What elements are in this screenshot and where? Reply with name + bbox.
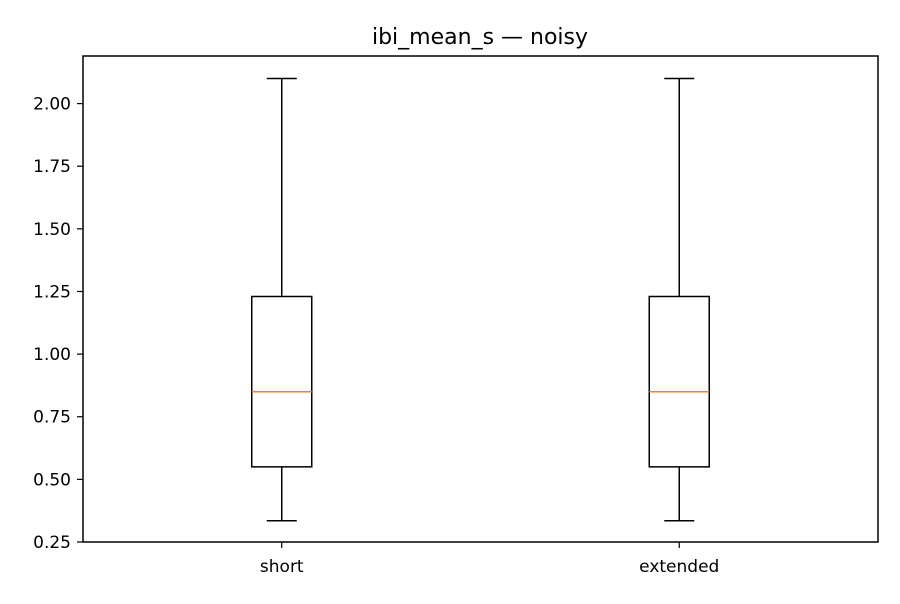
y-tick-label: 1.75 xyxy=(33,157,71,177)
y-tick-label: 0.50 xyxy=(33,470,71,490)
iqr-box xyxy=(648,295,710,468)
iqr-box xyxy=(251,295,313,468)
y-tick-label: 1.25 xyxy=(33,282,71,302)
y-axis: 0.25 0.50 0.75 1.00 1.25 1.50 1.75 2.00 xyxy=(33,95,83,553)
chart-title: ibi_mean_s — noisy xyxy=(372,25,588,50)
x-tick-label: extended xyxy=(639,557,719,577)
x-axis: short extended xyxy=(260,542,719,577)
axes-frame xyxy=(82,55,879,543)
y-tick-label: 0.25 xyxy=(33,533,71,553)
x-tick-label: short xyxy=(260,557,304,577)
box-group-extended xyxy=(648,77,710,522)
box-group-short xyxy=(251,77,313,522)
y-tick-label: 0.75 xyxy=(33,408,71,428)
y-tick-label: 2.00 xyxy=(33,95,71,115)
y-tick-label: 1.00 xyxy=(33,345,71,365)
y-tick-label: 1.50 xyxy=(33,220,71,240)
plot-area xyxy=(251,77,710,522)
